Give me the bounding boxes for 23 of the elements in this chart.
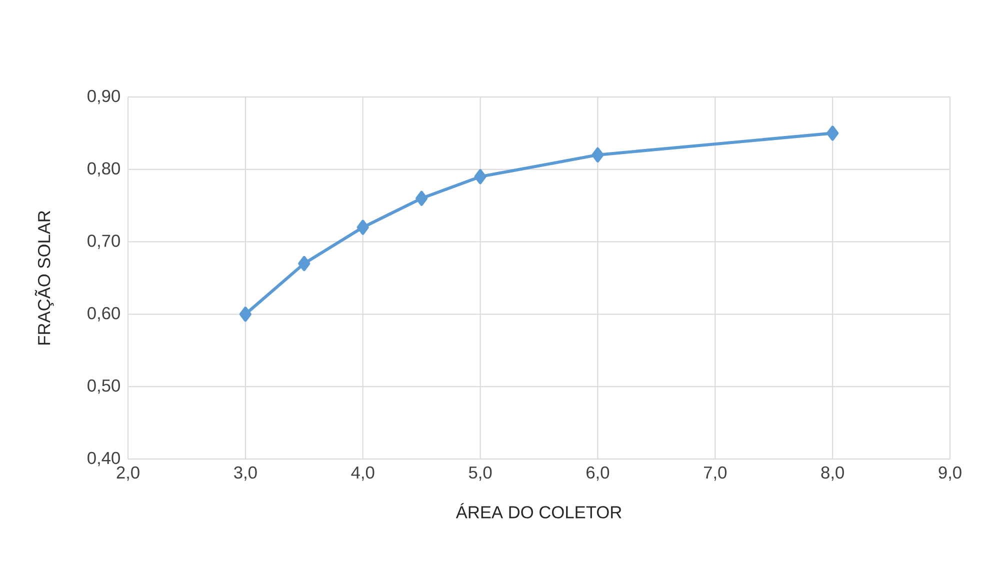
x-tick-label: 2,0 [116, 466, 140, 481]
x-tick-label: 9,0 [938, 466, 962, 481]
x-tick-label: 7,0 [704, 466, 727, 481]
point [239, 306, 252, 322]
x-tick-label: 8,0 [821, 466, 844, 481]
y-tick-label: 0,80 [88, 162, 120, 177]
y-tick-label: 0,50 [88, 379, 120, 394]
point [298, 256, 310, 272]
x-tick-label: 5,0 [468, 466, 492, 481]
x-tick-label: 3,0 [234, 466, 257, 481]
point [416, 190, 428, 206]
x-tick-label: 4,0 [351, 466, 374, 481]
point [592, 147, 604, 162]
y-axis-title: FRAÇÃO SOLAR [34, 210, 54, 344]
point [356, 220, 369, 235]
y-tick-label: 0,40 [88, 452, 120, 466]
x-tick-label: 6,0 [586, 466, 610, 481]
y-tick-label: 0,90 [88, 90, 120, 104]
point [826, 126, 839, 141]
y-tick-label: 0,70 [88, 234, 120, 249]
y-tick-label: 0,60 [88, 307, 120, 322]
x-axis-title: ÁREA DO COLETOR [456, 503, 622, 518]
point [474, 169, 486, 184]
